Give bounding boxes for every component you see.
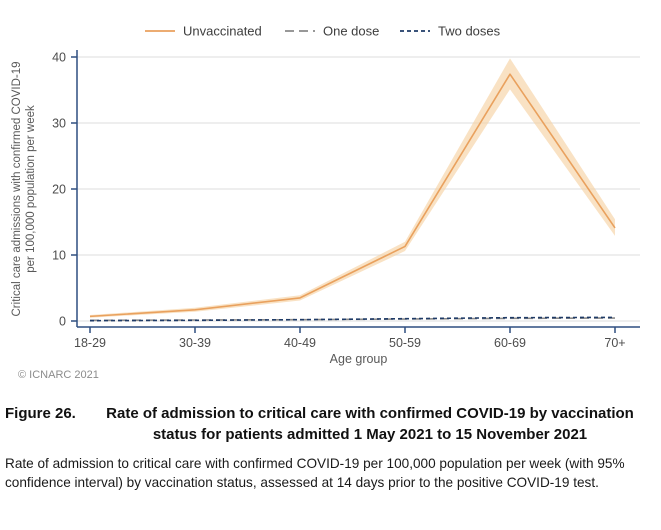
y-axis-title-line2: per 100,000 population per week xyxy=(25,105,37,273)
x-tick-label: 30-39 xyxy=(179,336,211,350)
figure-caption: Figure 26. Rate of admission to critical… xyxy=(0,404,661,445)
y-tick-label: 0 xyxy=(59,315,66,329)
confidence-band-unvaccinated xyxy=(90,58,615,318)
x-tick-label: 70+ xyxy=(604,336,625,350)
y-tick-label: 30 xyxy=(52,117,66,131)
series-line-unvaccinated xyxy=(89,73,616,318)
copyright-text: © ICNARC 2021 xyxy=(18,369,99,381)
series-line-two-doses xyxy=(89,316,616,322)
x-axis-title: Age group xyxy=(330,352,388,366)
x-tick-label: 18-29 xyxy=(74,336,106,350)
figure-chart: 0 10 20 30 40 18-29 30-39 40-49 50-59 60-69 70+ Age… xyxy=(11,24,640,381)
figure-number-label: Figure 26. xyxy=(5,405,76,422)
y-tick-label: 20 xyxy=(52,183,66,197)
legend-label-two-doses: Two doses xyxy=(438,24,501,39)
y-tick-label: 10 xyxy=(52,249,66,263)
line-chart: 0 10 20 30 40 18-29 30-39 40-49 50-59 60-69 70+ Age… xyxy=(11,24,640,381)
x-tick-label: 50-59 xyxy=(389,336,421,350)
figure-description: Rate of admission to critical care with … xyxy=(5,456,625,491)
figure-title: Rate of admission to critical care with … xyxy=(106,405,634,443)
legend-label-one-dose: One dose xyxy=(323,24,379,39)
x-tick-label: 40-49 xyxy=(284,336,316,350)
legend-label-unvaccinated: Unvaccinated xyxy=(183,24,262,39)
y-tick-label: 40 xyxy=(52,51,66,65)
x-tick-label: 60-69 xyxy=(494,336,526,350)
y-axis-title-line1: Critical care admissions with confirmed … xyxy=(11,62,23,317)
